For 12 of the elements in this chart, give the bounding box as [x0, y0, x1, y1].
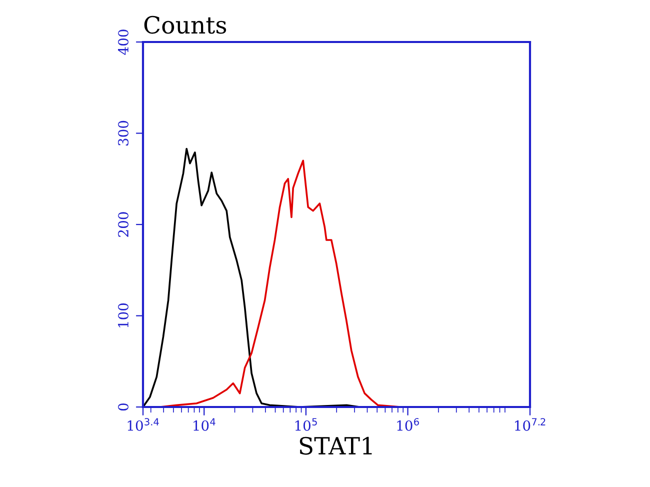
x-tick-label: 10$^{7.2}$: [515, 418, 546, 431]
y-tick-label: 300: [118, 120, 129, 146]
x-tick-label: 10$^{4}$: [194, 418, 216, 431]
y-tick-label: 400: [118, 30, 129, 55]
y-tick-label: 100: [118, 303, 129, 328]
x-tick-label: 10$^{6}$: [397, 418, 419, 431]
y-axis-title: Counts: [144, 16, 226, 34]
y-tick-label: 200: [118, 212, 129, 237]
y-tick-label: 0: [118, 404, 129, 411]
x-tick-label: 10$^{5}$: [295, 418, 317, 431]
x-axis-title: STAT1: [300, 436, 372, 455]
x-tick-label: 10$^{3.4}$: [128, 418, 159, 431]
